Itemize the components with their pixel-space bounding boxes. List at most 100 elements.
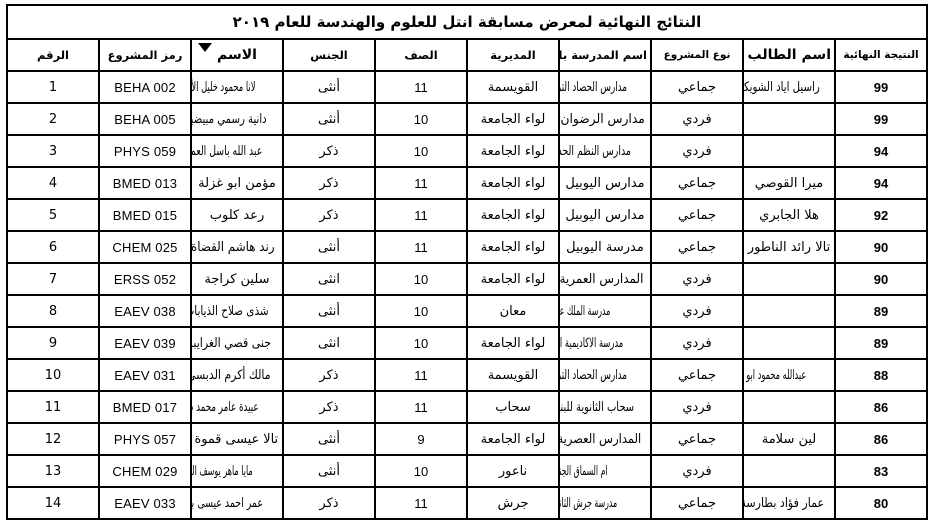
cell-project-code[interactable]: ERSS 052 — [98, 262, 192, 296]
cell-project-type[interactable]: جماعي — [650, 70, 744, 104]
table-row[interactable]: 94 فردي مدارس النظم الحديثةلواء الجامعة10ذ… — [6, 134, 928, 168]
cell-gender[interactable]: ذكر — [282, 486, 376, 520]
cell-gender[interactable]: انثى — [282, 262, 376, 296]
cell-final-score[interactable]: 80 — [834, 486, 928, 520]
filter-dropdown-icon[interactable] — [198, 43, 212, 52]
cell-gender[interactable]: ذكر — [282, 166, 376, 200]
cell-student-name[interactable]: شذى صلاح الذيابات — [190, 294, 284, 328]
column-header-project-type[interactable]: نوع المشروع — [650, 38, 744, 72]
cell-gender[interactable]: ذكر — [282, 390, 376, 424]
cell-school-name[interactable]: مدارس الرضوان — [558, 102, 652, 136]
cell-project-code[interactable]: CHEM 029 — [98, 454, 192, 488]
cell-gender[interactable]: ذكر — [282, 134, 376, 168]
cell-project-code[interactable]: EAEV 031 — [98, 358, 192, 392]
cell-grade[interactable]: 10 — [374, 454, 468, 488]
cell-project-code[interactable]: BEHA 005 — [98, 102, 192, 136]
cell-project-code[interactable]: EAEV 038 — [98, 294, 192, 328]
cell-number[interactable]: 13 — [6, 454, 100, 488]
cell-student-name[interactable]: لانا محمود خليل الأخرس — [190, 70, 284, 104]
cell-directorate[interactable]: القويسمة — [466, 70, 560, 104]
cell-second-student[interactable]: لين سلامة — [742, 422, 836, 456]
cell-number[interactable]: 11 — [6, 390, 100, 424]
cell-second-student[interactable]: عبدالله محمود ابو سليمة — [742, 358, 836, 392]
cell-student-name[interactable]: رند هاشم القضاة — [190, 230, 284, 264]
cell-final-score[interactable]: 88 — [834, 358, 928, 392]
cell-gender[interactable]: أنثى — [282, 294, 376, 328]
cell-project-code[interactable]: BMED 013 — [98, 166, 192, 200]
column-header-grade[interactable]: الصف — [374, 38, 468, 72]
cell-student-name[interactable]: دانية رسمي مبيضين — [190, 102, 284, 136]
cell-project-type[interactable]: جماعي — [650, 486, 744, 520]
cell-project-code[interactable]: PHYS 059 — [98, 134, 192, 168]
cell-project-type[interactable]: جماعي — [650, 230, 744, 264]
cell-project-code[interactable]: BEHA 002 — [98, 70, 192, 104]
cell-school-name[interactable]: مدارس النظم الحديثة — [558, 134, 652, 168]
cell-number[interactable]: 4 — [6, 166, 100, 200]
cell-second-student[interactable] — [742, 102, 836, 136]
cell-final-score[interactable]: 94 — [834, 134, 928, 168]
cell-grade[interactable]: 9 — [374, 422, 468, 456]
cell-project-type[interactable]: فردي — [650, 102, 744, 136]
cell-student-name[interactable]: عمر احمد عيسى بكار — [190, 486, 284, 520]
table-row[interactable]: 89 فردي مدرسة الملك عبدالله الثاني للتميزم… — [6, 294, 928, 328]
column-header-final-score[interactable]: النتيجة النهائية — [834, 38, 928, 72]
cell-second-student[interactable] — [742, 294, 836, 328]
cell-student-name[interactable]: رعد كلوب — [190, 198, 284, 232]
column-header-project-code[interactable]: رمز المشروع — [98, 38, 192, 72]
cell-directorate[interactable]: القويسمة — [466, 358, 560, 392]
cell-number[interactable]: 2 — [6, 102, 100, 136]
cell-final-score[interactable]: 86 — [834, 422, 928, 456]
cell-second-student[interactable] — [742, 390, 836, 424]
cell-directorate[interactable]: لواء الجامعة — [466, 166, 560, 200]
cell-final-score[interactable]: 92 — [834, 198, 928, 232]
cell-directorate[interactable]: سحاب — [466, 390, 560, 424]
cell-gender[interactable]: أنثى — [282, 230, 376, 264]
column-header-school-name[interactable]: اسم المدرسة باللغة العربية — [558, 38, 652, 72]
cell-project-type[interactable]: جماعي — [650, 198, 744, 232]
cell-number[interactable]: 7 — [6, 262, 100, 296]
table-row[interactable]: 90 تالا رائد الناطور جماعي مدرسة اليوبيل لوا… — [6, 230, 928, 264]
cell-gender[interactable]: أنثى — [282, 70, 376, 104]
cell-second-student[interactable] — [742, 134, 836, 168]
column-header-student-name[interactable]: الاسم — [190, 38, 284, 72]
table-row[interactable]: 99 فردي مدارس الرضوان لواء الجامعة 10 أنثى دان… — [6, 102, 928, 136]
table-row[interactable]: 83 فردي ام السماق الجنوبي الثانوية المختلط… — [6, 454, 928, 488]
cell-project-type[interactable]: جماعي — [650, 358, 744, 392]
column-header-number[interactable]: الرقم — [6, 38, 100, 72]
cell-number[interactable]: 10 — [6, 358, 100, 392]
cell-project-type[interactable]: فردي — [650, 134, 744, 168]
cell-number[interactable]: 6 — [6, 230, 100, 264]
cell-second-student[interactable]: ميرا القوصي — [742, 166, 836, 200]
cell-grade[interactable]: 11 — [374, 198, 468, 232]
cell-gender[interactable]: ذكر — [282, 198, 376, 232]
cell-grade[interactable]: 10 — [374, 134, 468, 168]
cell-directorate[interactable]: لواء الجامعة — [466, 134, 560, 168]
cell-project-code[interactable]: EAEV 039 — [98, 326, 192, 360]
cell-directorate[interactable]: معان — [466, 294, 560, 328]
cell-school-name[interactable]: مدرسة الاكاديمية الدولية — [558, 326, 652, 360]
cell-grade[interactable]: 11 — [374, 70, 468, 104]
cell-project-code[interactable]: BMED 015 — [98, 198, 192, 232]
cell-directorate[interactable]: جرش — [466, 486, 560, 520]
cell-second-student[interactable] — [742, 326, 836, 360]
cell-number[interactable]: 1 — [6, 70, 100, 104]
column-header-directorate[interactable]: المديرية — [466, 38, 560, 72]
cell-final-score[interactable]: 90 — [834, 230, 928, 264]
table-row[interactable]: 90 فردي المدارس العمرية لواء الجامعة 10 انثى س… — [6, 262, 928, 296]
cell-final-score[interactable]: 99 — [834, 70, 928, 104]
cell-second-student[interactable]: هلا الجابري — [742, 198, 836, 232]
cell-final-score[interactable]: 99 — [834, 102, 928, 136]
cell-project-code[interactable]: EAEV 033 — [98, 486, 192, 520]
cell-school-name[interactable]: مدارس الحصاد التربوي — [558, 358, 652, 392]
cell-school-name[interactable]: مدارس اليوبيل — [558, 166, 652, 200]
cell-school-name[interactable]: ام السماق الجنوبي الثانوية المختلطة — [558, 454, 652, 488]
cell-final-score[interactable]: 83 — [834, 454, 928, 488]
cell-project-type[interactable]: جماعي — [650, 422, 744, 456]
cell-school-name[interactable]: مدرسة جرش الثانوية للبنين — [558, 486, 652, 520]
cell-grade[interactable]: 11 — [374, 230, 468, 264]
cell-project-type[interactable]: فردي — [650, 262, 744, 296]
table-row[interactable]: 86 لين سلامة جماعي المدارس العصرية لواء الجا… — [6, 422, 928, 456]
cell-project-code[interactable]: BMED 017 — [98, 390, 192, 424]
cell-directorate[interactable]: لواء الجامعة — [466, 422, 560, 456]
